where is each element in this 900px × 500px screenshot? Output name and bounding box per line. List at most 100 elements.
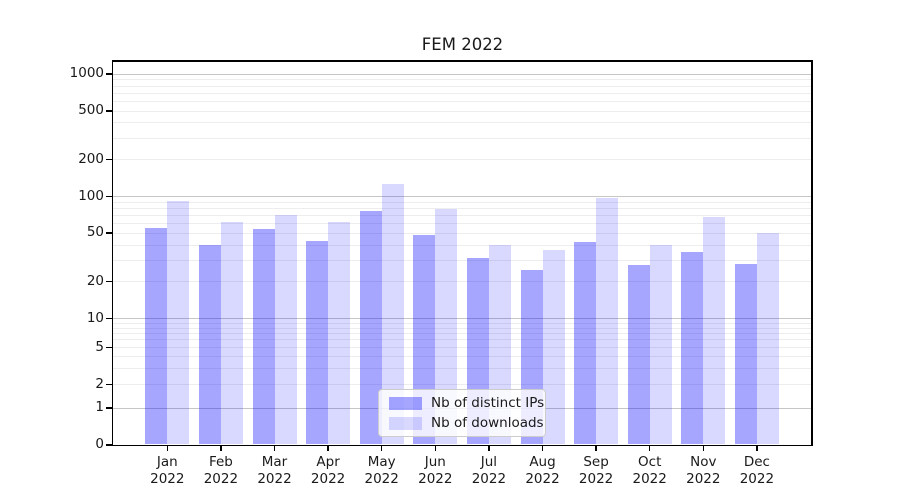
x-tick-label-line2: 2022 xyxy=(418,471,453,488)
y-tick-50 xyxy=(105,232,112,234)
x-tick-jul-2022 xyxy=(488,446,490,451)
x-tick-label-dec-2022: Dec 2022 xyxy=(725,454,789,490)
bar-downloads-apr-2022 xyxy=(328,222,351,445)
x-tick-label-line2: 2022 xyxy=(310,471,346,488)
bar-ips-apr-2022 xyxy=(306,240,329,445)
y-tick-label-2: 2 xyxy=(95,375,104,392)
y-gridline-minor-400 xyxy=(113,122,811,124)
legend-item-distinct-ips: Nb of distinct IPs xyxy=(389,395,544,411)
bar-downloads-may-2022 xyxy=(381,184,404,445)
y-tick-label-10: 10 xyxy=(86,309,104,326)
spine-left xyxy=(111,60,113,446)
y-tick-20 xyxy=(105,280,112,283)
legend: Nb of distinct IPs Nb of downloads xyxy=(378,389,546,437)
y-gridline-minor-30 xyxy=(113,259,811,261)
x-tick-label-line1: Aug xyxy=(529,453,556,470)
y-tick-label-100: 100 xyxy=(78,187,104,204)
y-gridline-minor-5 xyxy=(113,347,811,348)
y-gridline-major-10 xyxy=(113,318,811,320)
x-tick-label-line1: Jan xyxy=(156,453,178,470)
y-gridline-minor-40 xyxy=(113,244,811,246)
x-tick-label-line2: 2022 xyxy=(525,471,560,488)
x-tick-label-jul-2022: Jul 2022 xyxy=(457,454,521,490)
y-gridline-minor-8 xyxy=(113,327,811,329)
y-gridline-minor-4 xyxy=(113,356,811,358)
spine-top xyxy=(111,60,813,62)
x-tick-label-apr-2022: Apr 2022 xyxy=(296,454,360,490)
y-gridline-minor-800 xyxy=(113,85,811,87)
bar-downloads-jun-2022 xyxy=(435,209,458,445)
x-tick-label-line1: Sep xyxy=(583,453,609,470)
bar-ips-nov-2022 xyxy=(681,251,704,445)
bar-ips-dec-2022 xyxy=(734,263,757,445)
y-tick-100 xyxy=(105,195,112,197)
x-tick-apr-2022 xyxy=(327,446,329,451)
y-tick-0 xyxy=(105,444,112,446)
x-tick-sep-2022 xyxy=(595,446,597,451)
bar-ips-jan-2022 xyxy=(145,227,168,445)
y-gridline-minor-3 xyxy=(113,367,811,369)
x-tick-feb-2022 xyxy=(220,446,222,451)
legend-label-downloads: Nb of downloads xyxy=(431,415,544,431)
x-tick-label-jan-2022: Jan 2022 xyxy=(135,454,199,490)
y-gridline-minor-900 xyxy=(113,79,811,81)
x-tick-label-may-2022: May 2022 xyxy=(350,454,414,490)
y-gridline-minor-600 xyxy=(113,100,811,102)
y-tick-500 xyxy=(105,110,112,112)
x-tick-label-line2: 2022 xyxy=(739,471,775,488)
x-tick-aug-2022 xyxy=(541,446,544,451)
y-tick-label-20: 20 xyxy=(86,272,104,289)
x-tick-nov-2022 xyxy=(702,446,705,451)
y-tick-label-500: 500 xyxy=(78,102,104,119)
x-tick-label-feb-2022: Feb 2022 xyxy=(189,454,253,490)
y-tick-label-1: 1 xyxy=(95,399,104,416)
y-gridline-minor-7 xyxy=(113,333,811,335)
x-tick-label-oct-2022: Oct 2022 xyxy=(618,454,682,490)
x-tick-oct-2022 xyxy=(648,446,651,451)
x-tick-label-line1: Dec xyxy=(743,453,770,470)
y-tick-1 xyxy=(105,407,112,409)
x-tick-label-line1: Nov xyxy=(690,453,717,470)
y-gridline-minor-700 xyxy=(113,92,811,94)
x-tick-label-line2: 2022 xyxy=(203,471,239,488)
x-tick-label-line2: 2022 xyxy=(578,471,614,488)
y-tick-label-50: 50 xyxy=(86,224,104,241)
y-gridline-minor-200 xyxy=(113,159,811,161)
bar-downloads-mar-2022 xyxy=(274,214,297,445)
bar-downloads-jan-2022 xyxy=(167,201,190,445)
x-tick-label-sep-2022: Sep 2022 xyxy=(564,454,628,490)
legend-swatch-distinct-ips xyxy=(389,396,422,410)
bar-ips-may-2022 xyxy=(359,211,382,445)
y-tick-10 xyxy=(105,317,112,320)
bar-downloads-aug-2022 xyxy=(542,250,565,445)
y-tick-5 xyxy=(105,346,112,348)
y-tick-label-0: 0 xyxy=(95,436,104,452)
y-gridline-minor-6 xyxy=(113,339,811,341)
spine-right xyxy=(811,60,813,446)
x-tick-label-line1: Mar xyxy=(261,453,288,470)
x-tick-mar-2022 xyxy=(273,446,276,451)
y-gridline-major-1000 xyxy=(113,73,811,75)
x-tick-label-line1: Apr xyxy=(316,453,340,470)
plot-area xyxy=(113,61,811,445)
bar-downloads-dec-2022 xyxy=(756,232,779,445)
y-tick-label-1000: 1000 xyxy=(69,65,104,82)
x-tick-label-line1: Jul xyxy=(480,453,498,470)
y-gridline-minor-9 xyxy=(113,322,811,324)
x-tick-label-line2: 2022 xyxy=(471,471,507,488)
y-tick-1000 xyxy=(105,73,112,75)
bar-ips-sep-2022 xyxy=(574,242,597,445)
x-tick-label-line1: Jun xyxy=(424,453,446,470)
x-tick-label-line2: 2022 xyxy=(150,471,185,488)
x-tick-label-mar-2022: Mar 2022 xyxy=(243,454,307,490)
y-tick-label-5: 5 xyxy=(95,338,104,355)
x-tick-dec-2022 xyxy=(756,446,758,451)
x-tick-label-line2: 2022 xyxy=(686,471,721,488)
y-gridline-minor-500 xyxy=(113,110,811,112)
legend-item-downloads: Nb of downloads xyxy=(389,415,544,431)
bar-downloads-nov-2022 xyxy=(703,217,726,445)
bar-ips-oct-2022 xyxy=(627,265,650,445)
y-gridline-minor-70 xyxy=(113,214,811,216)
y-gridline-minor-2 xyxy=(113,384,811,386)
